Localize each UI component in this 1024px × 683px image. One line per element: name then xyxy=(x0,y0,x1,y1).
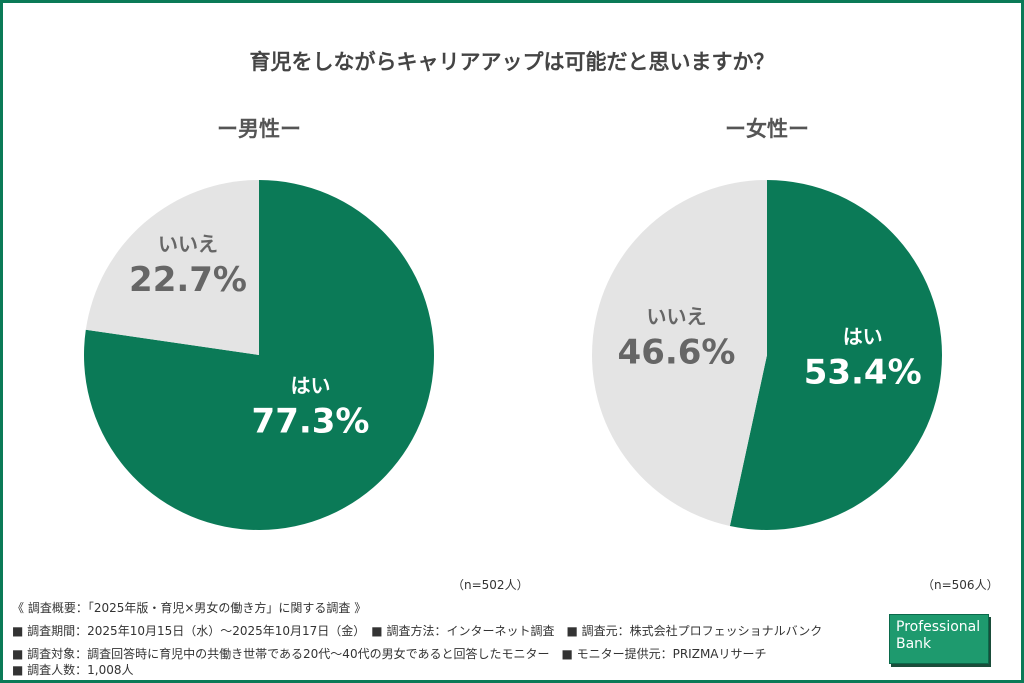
slice-label-0-1: いいえ xyxy=(158,232,218,256)
n-female: （n=506人） xyxy=(922,578,999,592)
slice-value-0-1: 22.7% xyxy=(129,260,247,300)
logo-line1: Professional xyxy=(896,619,981,635)
slice-no-1 xyxy=(592,180,767,527)
slice-value-1-1: 46.6% xyxy=(618,332,736,372)
professional-bank-logo: Professional Bank xyxy=(889,614,989,664)
slice-label-1-0: はい xyxy=(843,324,883,348)
survey-summary: 《 調査概要：「2025年版・育児×男女の働き方」に関する調査 》 xyxy=(12,601,367,615)
slice-value-1-0: 53.4% xyxy=(804,352,922,392)
slice-label-0-0: はい xyxy=(291,374,331,398)
survey-count: ■ 調査人数：1,008人 xyxy=(12,663,134,677)
chart-title: 育児をしながらキャリアアップは可能だと思いますか？ xyxy=(249,50,775,74)
survey-target: ■ 調査対象：調査回答時に育児中の共働き世帯である20代～40代の男女であると回… xyxy=(12,647,767,661)
logo-line2: Bank xyxy=(896,636,932,652)
slice-no-0 xyxy=(85,180,259,355)
survey-period: ■ 調査期間：2025年10月15日（水）～2025年10月17日（金） ■ 調… xyxy=(12,624,823,638)
subtitle-male: ー男性ー xyxy=(217,117,301,141)
n-male: （n=502人） xyxy=(452,578,529,592)
slice-yes-0 xyxy=(83,180,434,530)
slice-yes-1 xyxy=(729,180,943,530)
subtitle-female: ー女性ー xyxy=(725,117,809,141)
slice-value-0-0: 77.3% xyxy=(252,402,370,442)
slice-label-1-1: いいえ xyxy=(647,304,707,328)
